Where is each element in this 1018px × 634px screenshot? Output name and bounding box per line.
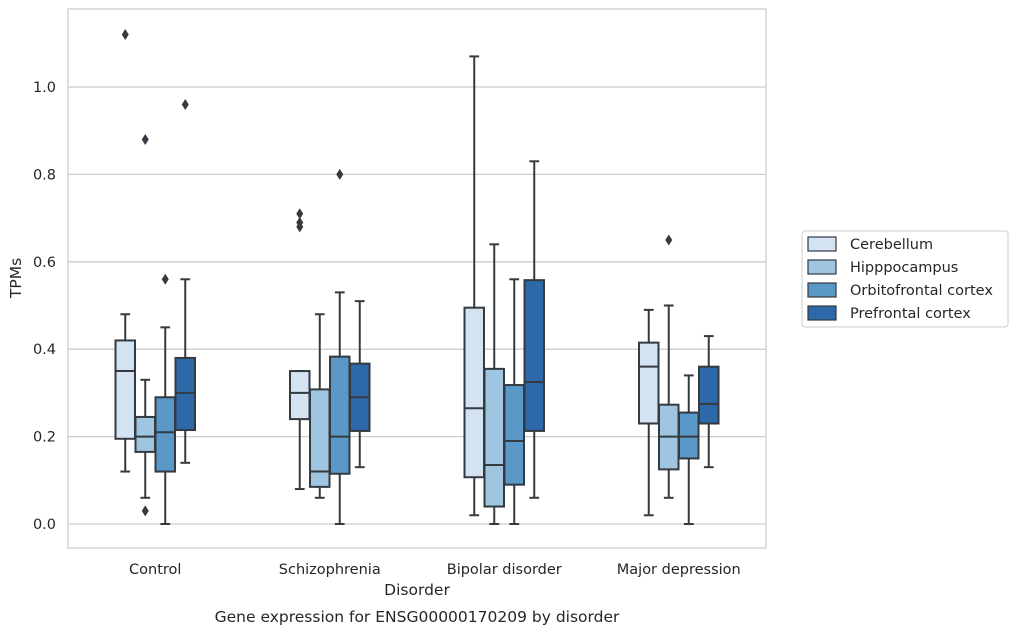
outlier-point bbox=[336, 168, 344, 180]
x-tick-label: Control bbox=[129, 562, 181, 578]
box-prefrontal-cortex bbox=[698, 335, 720, 469]
legend-swatch bbox=[807, 259, 837, 275]
box-hipppocampus bbox=[309, 313, 331, 499]
iqr-box bbox=[289, 370, 311, 421]
iqr-box bbox=[134, 415, 156, 453]
x-axis-label: Disorder bbox=[384, 581, 450, 599]
y-tick-label: 0.8 bbox=[33, 167, 56, 183]
box-hipppocampus bbox=[483, 243, 505, 525]
outlier-point bbox=[181, 98, 189, 110]
legend-entry-label: Hipppocampus bbox=[850, 260, 958, 276]
box-cerebellum bbox=[463, 55, 485, 517]
iqr-box bbox=[174, 356, 196, 432]
box-prefrontal-cortex bbox=[349, 300, 371, 469]
box-orbitofrontal-cortex bbox=[503, 278, 525, 525]
iqr-box bbox=[698, 365, 720, 425]
box-hipppocampus bbox=[658, 234, 680, 499]
x-tick-labels: Control Schizophrenia Bipolar disorder Majo… bbox=[129, 562, 741, 578]
iqr-box bbox=[483, 367, 505, 508]
box-cerebellum bbox=[638, 308, 660, 517]
iqr-box bbox=[329, 355, 351, 475]
box-hipppocampus bbox=[134, 133, 156, 517]
y-tick-label: 0.4 bbox=[33, 342, 56, 358]
iqr-box bbox=[463, 306, 485, 479]
outlier-point bbox=[296, 216, 304, 228]
box-orbitofrontal-cortex bbox=[329, 168, 351, 525]
outlier-point bbox=[141, 133, 149, 145]
legend-entry-label: Orbitofrontal cortex bbox=[850, 283, 993, 299]
legend-swatch bbox=[807, 236, 837, 252]
box-cerebellum bbox=[289, 208, 311, 491]
legend-swatch bbox=[807, 282, 837, 298]
y-tick-label: 0.0 bbox=[33, 517, 56, 533]
x-tick-label: Major depression bbox=[617, 562, 741, 578]
outlier-point bbox=[161, 273, 169, 285]
outlier-point bbox=[665, 234, 673, 246]
box-prefrontal-cortex bbox=[523, 160, 545, 499]
box-cerebellum bbox=[114, 29, 136, 473]
y-tick-label: 0.2 bbox=[33, 430, 56, 446]
boxes bbox=[114, 29, 720, 525]
outlier-point bbox=[141, 505, 149, 517]
iqr-box bbox=[678, 411, 700, 460]
box-orbitofrontal-cortex bbox=[154, 273, 176, 525]
y-tick-label: 0.6 bbox=[33, 255, 56, 271]
box-prefrontal-cortex bbox=[174, 98, 196, 464]
chart-caption: Gene expression for ENSG00000170209 by d… bbox=[215, 608, 620, 626]
legend-entry-label: Cerebellum bbox=[850, 237, 933, 253]
iqr-box bbox=[114, 339, 136, 440]
legend-frame bbox=[801, 230, 1009, 328]
y-tick-label: 1.0 bbox=[33, 80, 56, 96]
plot-frame bbox=[67, 8, 767, 549]
y-axis-label: TPMs bbox=[7, 258, 25, 299]
legend-swatch bbox=[807, 305, 837, 321]
iqr-box bbox=[503, 384, 525, 486]
iqr-box bbox=[638, 341, 660, 425]
x-tick-label: Schizophrenia bbox=[279, 562, 381, 578]
x-tick-label: Bipolar disorder bbox=[447, 562, 562, 578]
iqr-box bbox=[154, 396, 176, 473]
iqr-box bbox=[523, 279, 545, 432]
y-tick-labels: 0.0 0.2 0.4 0.6 0.8 1.0 bbox=[33, 80, 56, 533]
box-orbitofrontal-cortex bbox=[678, 374, 700, 525]
legend-entry-label: Prefrontal cortex bbox=[850, 306, 971, 322]
outlier-point bbox=[121, 29, 129, 41]
outlier-point bbox=[296, 208, 304, 220]
legend: Cerebellum Hipppocampus Orbitofrontal cort… bbox=[801, 230, 1009, 328]
